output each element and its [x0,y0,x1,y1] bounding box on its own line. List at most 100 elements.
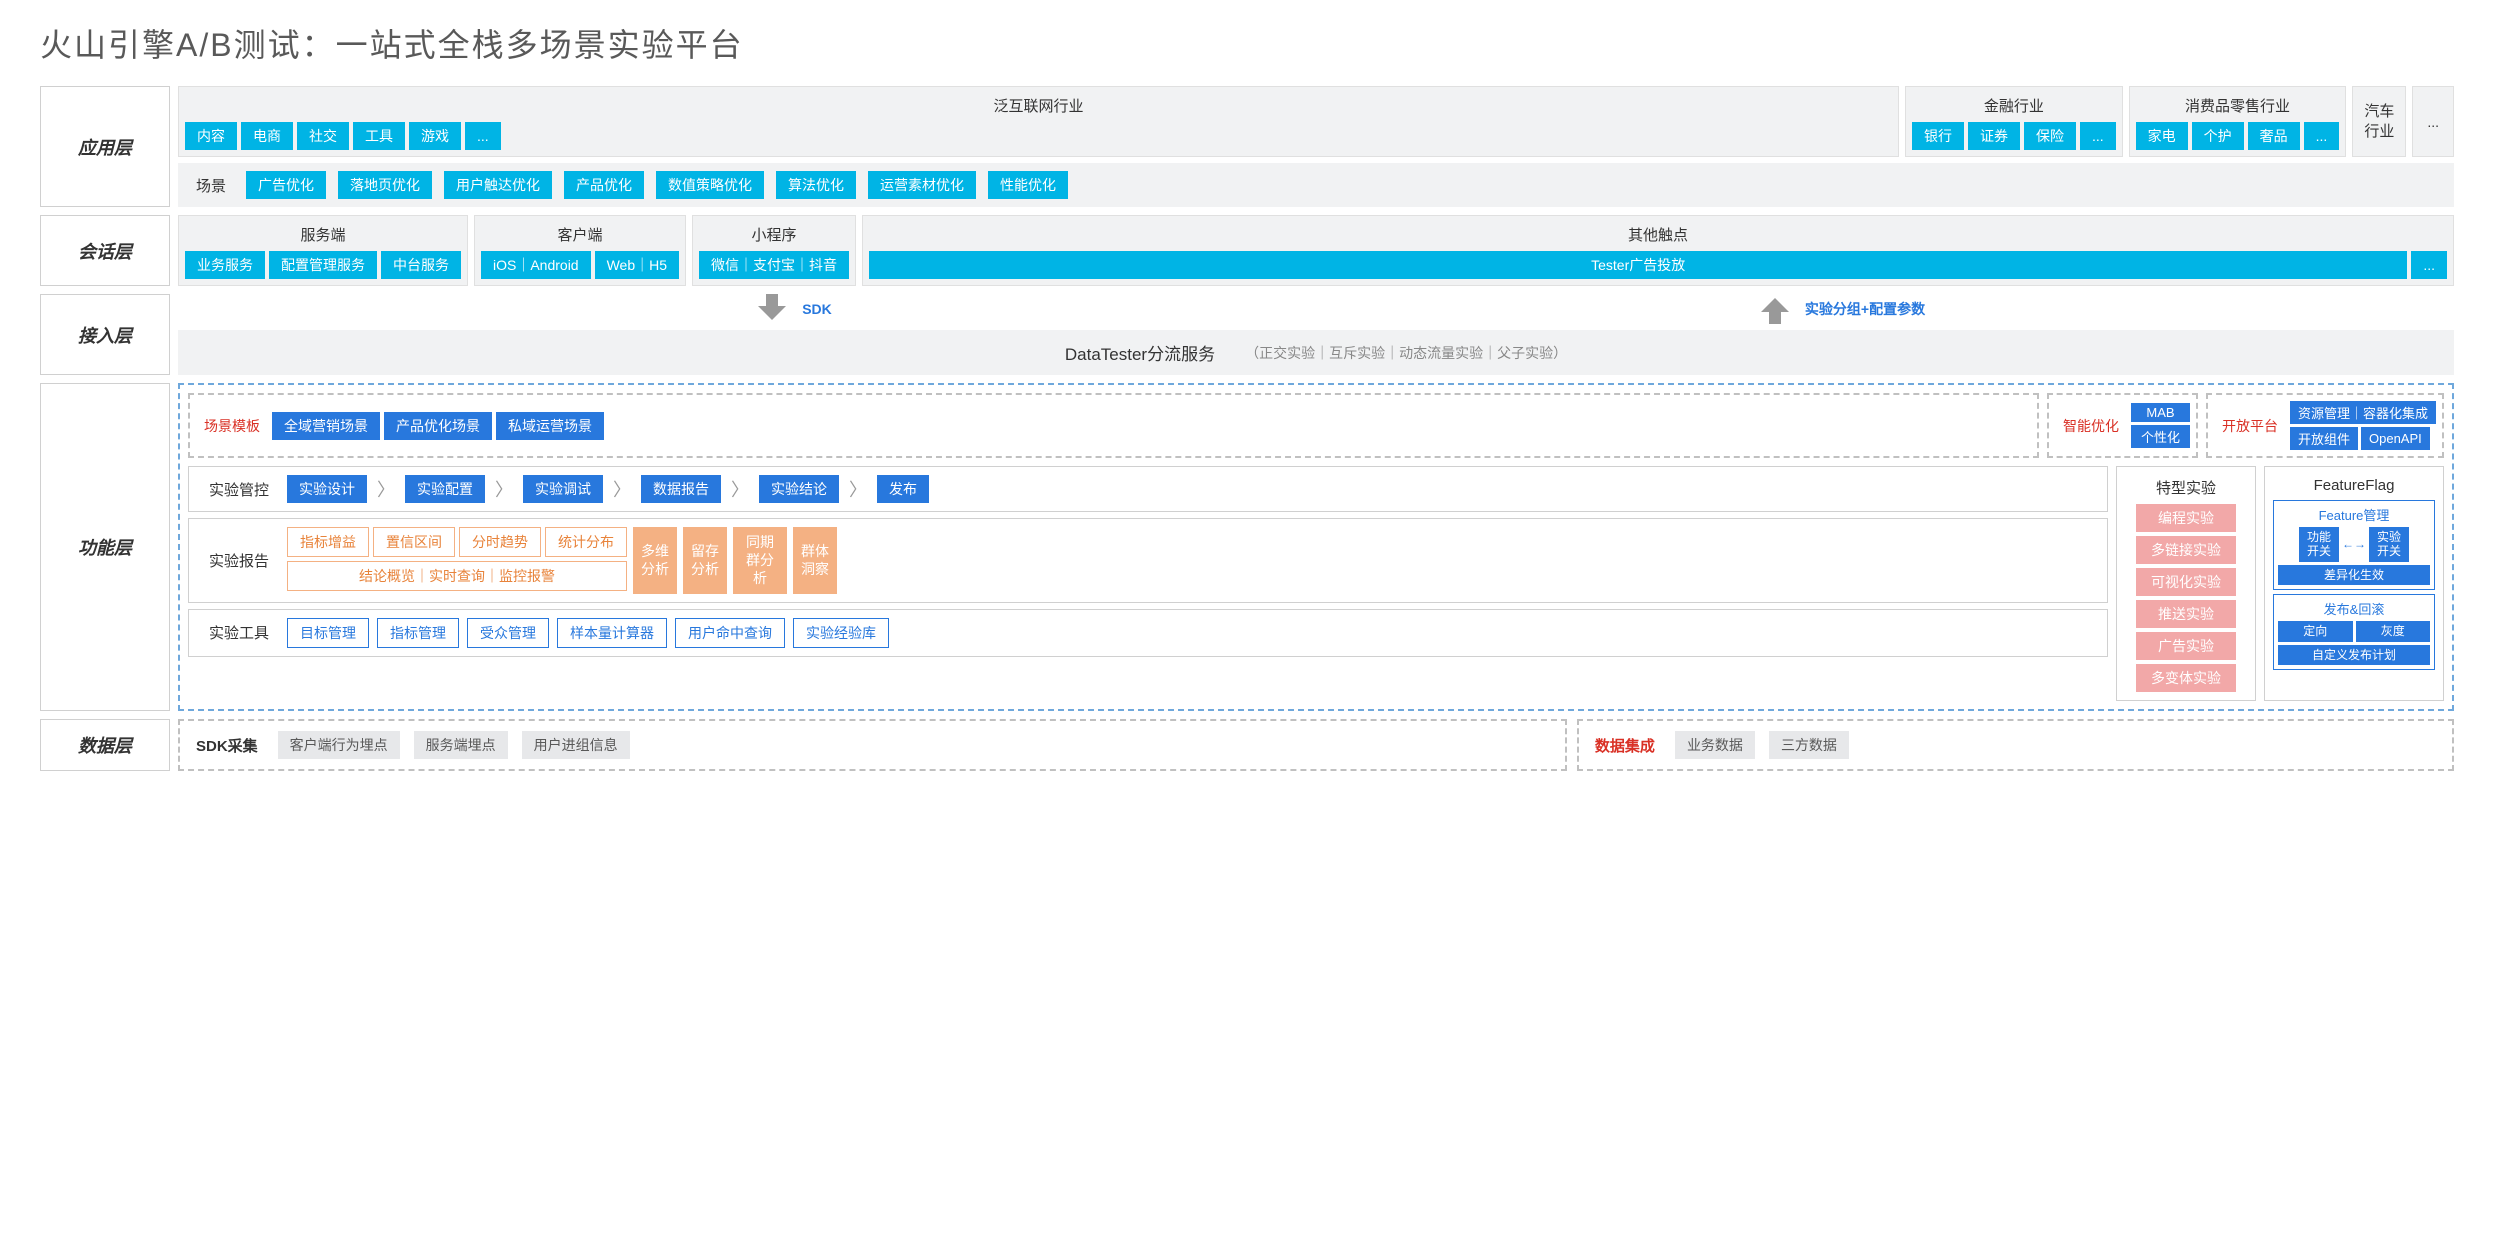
chip: 编程实验 [2136,504,2236,532]
chip: 保险 [2024,122,2076,150]
chip: 业务服务 [185,251,265,279]
feature-flag: FeatureFlag Feature管理 功能开关 ←→ 实验开关 差异化生效… [2264,466,2444,701]
chip: 广告实验 [2136,632,2236,660]
box-title: FeatureFlag [2273,475,2435,496]
chip: MAB [2131,403,2190,422]
scene-template: 场景模板 全域营销场景 产品优化场景 私域运营场景 [188,393,2039,458]
arrow-icon: ←→ [2342,537,2366,551]
chip: ... [2304,122,2340,150]
chip: 客户端行为埋点 [278,731,400,759]
chip: 灰度 [2356,621,2431,641]
chip: 微信｜支付宝｜抖音 [699,251,849,279]
arrow-up-icon [1755,294,1795,324]
chip: 实验经验库 [793,618,889,648]
layer-label-access: 接入层 [40,294,170,375]
chip: 统计分布 [545,527,627,557]
chip: 开放组件 [2290,427,2358,450]
session-other: 其他触点 Tester广告投放 ... [862,215,2454,286]
up-label: 实验分组+配置参数 [1805,299,1925,319]
layer-label-app: 应用层 [40,86,170,207]
chip: Web｜H5 [595,251,679,279]
session-server: 服务端 业务服务 配置管理服务 中台服务 [178,215,468,286]
industry-more: ... [2412,86,2454,157]
architecture-diagram: 应用层 泛互联网行业 内容 电商 社交 工具 游戏 ... 金融行业 银行 证券 [40,86,2454,771]
chip: 用户进组信息 [522,731,630,759]
group-title: Feature管理 [2278,505,2430,524]
group-title: 小程序 [699,222,849,247]
industry-auto: 汽车行业 [2352,86,2406,157]
smart-opt: 智能优化 MAB 个性化 [2047,393,2198,458]
sdk-label: SDK [802,301,832,317]
chip: iOS｜Android [481,251,591,279]
chip: 私域运营场景 [496,412,604,440]
scene-row: 场景 广告优化 落地页优化 用户触达优化 产品优化 数值策略优化 算法优化 运营… [178,163,2454,207]
mod-label: 实验工具 [199,622,279,643]
group-title: 客户端 [481,222,679,247]
chip: 运营素材优化 [868,171,976,199]
page-title: 火山引擎A/B测试：一站式全栈多场景实验平台 [40,20,2454,66]
mod-label: 实验报告 [199,550,279,571]
chevron-icon: 〉 [611,476,633,502]
chip: 自定义发布计划 [2278,645,2430,665]
chip: 结论概览｜实时查询｜监控报警 [287,561,627,591]
chip: 多变体实验 [2136,664,2236,692]
chip: ... [2080,122,2116,150]
chip: 分时趋势 [459,527,541,557]
chip: 用户触达优化 [444,171,552,199]
layer-label-data: 数据层 [40,719,170,771]
chip: 指标增益 [287,527,369,557]
box-label: 数据集成 [1589,735,1661,756]
chip: 配置管理服务 [269,251,377,279]
chip: 证券 [1968,122,2020,150]
chevron-icon: 〉 [847,476,869,502]
chip: 可视化实验 [2136,568,2236,596]
chip: 业务数据 [1675,731,1755,759]
chip: Tester广告投放 [869,251,2407,279]
chip: 中台服务 [381,251,461,279]
chip: 电商 [241,122,293,150]
chip: 工具 [353,122,405,150]
exp-control: 实验管控 实验设计 〉 实验配置 〉 实验调试 〉 数据报告 〉 实验结论 〉 … [188,466,2108,512]
step: 实验设计 [287,475,367,503]
industry-title: 泛互联网行业 [185,93,1892,118]
chip: 受众管理 [467,618,549,648]
industry-internet: 泛互联网行业 内容 电商 社交 工具 游戏 ... [178,86,1899,157]
chip: 产品优化场景 [384,412,492,440]
chip: 群体洞察 [793,527,837,594]
chip: 内容 [185,122,237,150]
chip: 功能开关 [2299,527,2339,562]
sdk-collect: SDK采集 客户端行为埋点 服务端埋点 用户进组信息 [178,719,1567,771]
chip: 推送实验 [2136,600,2236,628]
layer-func: 功能层 场景模板 全域营销场景 产品优化场景 私域运营场景 智能优化 MAB 个… [40,383,2454,711]
box-label: 场景模板 [196,416,268,436]
group-title: 服务端 [185,222,461,247]
exp-report: 实验报告 指标增益 置信区间 分时趋势 统计分布 结论概览｜实时查询｜监控报警 [188,518,2108,603]
chip: 服务端埋点 [414,731,508,759]
arrow-down-icon [752,294,792,324]
chip: 定向 [2278,621,2353,641]
industry-title: 金融行业 [1912,93,2116,118]
box-label: 智能优化 [2055,416,2127,436]
industry-finance: 金融行业 银行 证券 保险 ... [1905,86,2123,157]
layer-app: 应用层 泛互联网行业 内容 电商 社交 工具 游戏 ... 金融行业 银行 证券 [40,86,2454,207]
special-exp: 特型实验 编程实验 多链接实验 可视化实验 推送实验 广告实验 多变体实验 [2116,466,2256,701]
chip: 落地页优化 [338,171,432,199]
step: 实验结论 [759,475,839,503]
group-title: 其他触点 [869,222,2447,247]
layer-session: 会话层 服务端 业务服务 配置管理服务 中台服务 客户端 iOS｜Android… [40,215,2454,286]
open-platform: 开放平台 资源管理｜容器化集成 开放组件 OpenAPI [2206,393,2444,458]
chip: 个护 [2192,122,2244,150]
chip: 银行 [1912,122,1964,150]
chip: 留存分析 [683,527,727,594]
session-client: 客户端 iOS｜Android Web｜H5 [474,215,686,286]
chip: 社交 [297,122,349,150]
layer-label-func: 功能层 [40,383,170,711]
chip: 三方数据 [1769,731,1849,759]
chip: 资源管理｜容器化集成 [2290,401,2436,424]
exp-tools: 实验工具 目标管理 指标管理 受众管理 样本量计算器 用户命中查询 实验经验库 [188,609,2108,657]
layer-access: 接入层 SDK 实验分组+配置参数 DataTester分流服务 （正交实验｜互… [40,294,2454,375]
step: 实验调试 [523,475,603,503]
ff-manage: Feature管理 功能开关 ←→ 实验开关 差异化生效 [2273,500,2435,590]
arrow-row: SDK 实验分组+配置参数 [178,294,2454,324]
chip: 用户命中查询 [675,618,785,648]
